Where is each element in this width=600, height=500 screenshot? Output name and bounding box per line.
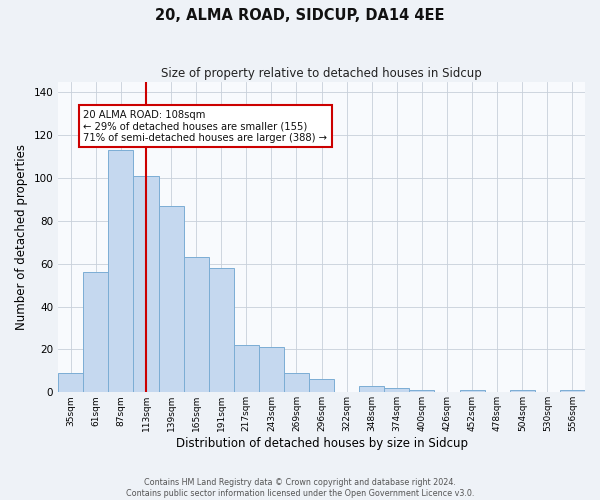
Text: Contains HM Land Registry data © Crown copyright and database right 2024.
Contai: Contains HM Land Registry data © Crown c…	[126, 478, 474, 498]
Bar	[385, 388, 409, 392]
Bar	[309, 380, 334, 392]
X-axis label: Distribution of detached houses by size in Sidcup: Distribution of detached houses by size …	[176, 437, 467, 450]
Y-axis label: Number of detached properties: Number of detached properties	[15, 144, 28, 330]
Bar	[109, 150, 133, 392]
Bar	[284, 373, 309, 392]
Text: 20, ALMA ROAD, SIDCUP, DA14 4EE: 20, ALMA ROAD, SIDCUP, DA14 4EE	[155, 8, 445, 22]
Title: Size of property relative to detached houses in Sidcup: Size of property relative to detached ho…	[161, 68, 482, 80]
Bar	[409, 390, 434, 392]
Bar	[184, 258, 209, 392]
Bar	[510, 390, 535, 392]
Bar	[209, 268, 234, 392]
Bar	[259, 348, 284, 393]
Bar	[158, 206, 184, 392]
Bar	[460, 390, 485, 392]
Bar	[133, 176, 158, 392]
Bar	[234, 345, 259, 393]
Bar	[560, 390, 585, 392]
Bar	[359, 386, 385, 392]
Text: 20 ALMA ROAD: 108sqm
← 29% of detached houses are smaller (155)
71% of semi-deta: 20 ALMA ROAD: 108sqm ← 29% of detached h…	[83, 110, 327, 142]
Bar	[83, 272, 109, 392]
Bar	[58, 373, 83, 392]
